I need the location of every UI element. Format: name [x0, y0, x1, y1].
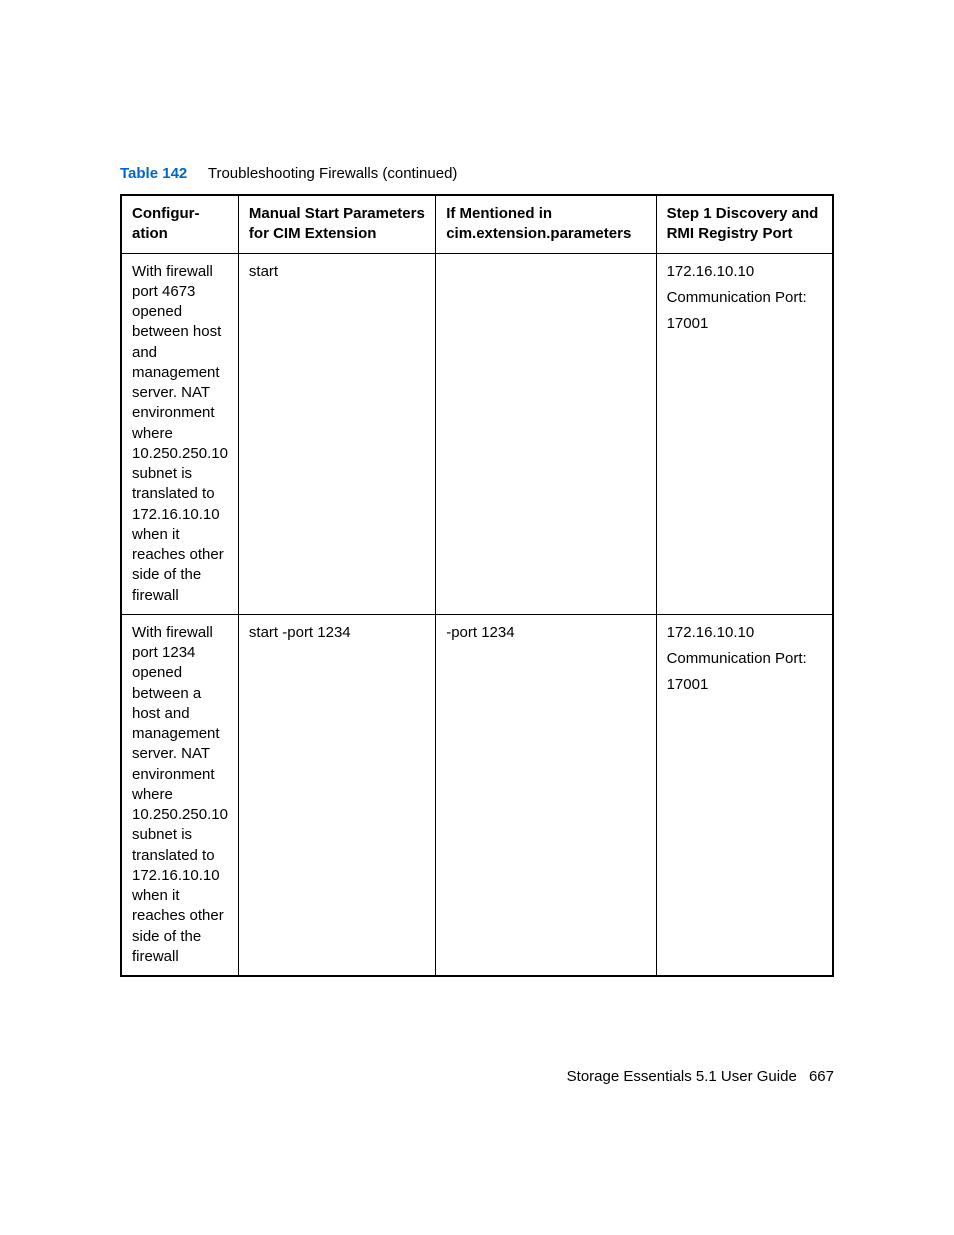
cell-text: 172.16.10.10: [667, 262, 822, 282]
cell-text: 17001: [667, 675, 822, 695]
cell-manual-start: start -port 1234: [238, 614, 435, 976]
cell-text: 172.16.10.10: [667, 623, 822, 643]
cell-cim-extension: [436, 253, 656, 614]
cell-cim-extension: -port 1234: [436, 614, 656, 976]
cell-step1: 172.16.10.10 Communication Port: 17001: [656, 614, 833, 976]
firewall-table: Configur-ation Manual Start Parametersfo…: [120, 194, 834, 977]
header-step1: Step 1 Discovery andRMI Registry Port: [656, 195, 833, 253]
page-number: 667: [809, 1068, 834, 1085]
page-content: Table 142 Troubleshooting Firewalls (con…: [0, 0, 954, 977]
cell-text: Communication Port:: [667, 288, 822, 308]
cell-step1: 172.16.10.10 Communication Port: 17001: [656, 253, 833, 614]
cell-manual-start: start: [238, 253, 435, 614]
cell-text: start -port 1234: [249, 623, 425, 643]
cell-configuration: With firewall port 1234 opened between a…: [121, 614, 238, 976]
cell-text: Communication Port:: [667, 649, 822, 669]
header-manual-start: Manual Start Parametersfor CIM Extension: [238, 195, 435, 253]
caption-separator: [191, 165, 204, 182]
table-head: Configur-ation Manual Start Parametersfo…: [121, 195, 833, 253]
table-header-row: Configur-ation Manual Start Parametersfo…: [121, 195, 833, 253]
header-text: Configur-ation: [132, 204, 228, 245]
cell-text: -port 1234: [446, 623, 645, 643]
table-title: Troubleshooting Firewalls (continued): [208, 165, 458, 182]
table-body: With firewall port 4673 opened between h…: [121, 253, 833, 976]
cell-text: With firewall port 1234 opened between a…: [132, 623, 228, 967]
footer-text: Storage Essentials 5.1 User Guide: [567, 1068, 797, 1085]
page-footer: Storage Essentials 5.1 User Guide 667: [567, 1068, 834, 1085]
header-cim-extension: If Mentioned in cim.extension.parameters: [436, 195, 656, 253]
cell-text: start: [249, 262, 425, 282]
header-text: Manual Start Parametersfor CIM Extension: [249, 204, 425, 245]
table-caption: Table 142 Troubleshooting Firewalls (con…: [120, 165, 834, 182]
cell-configuration: With firewall port 4673 opened between h…: [121, 253, 238, 614]
table-row: With firewall port 1234 opened between a…: [121, 614, 833, 976]
cell-text: With firewall port 4673 opened between h…: [132, 262, 228, 606]
header-configuration: Configur-ation: [121, 195, 238, 253]
table-number: Table 142: [120, 165, 187, 182]
header-text: If Mentioned in cim.extension.parameters: [446, 204, 645, 245]
table-row: With firewall port 4673 opened between h…: [121, 253, 833, 614]
header-text: Step 1 Discovery andRMI Registry Port: [667, 204, 822, 245]
cell-text: 17001: [667, 314, 822, 334]
